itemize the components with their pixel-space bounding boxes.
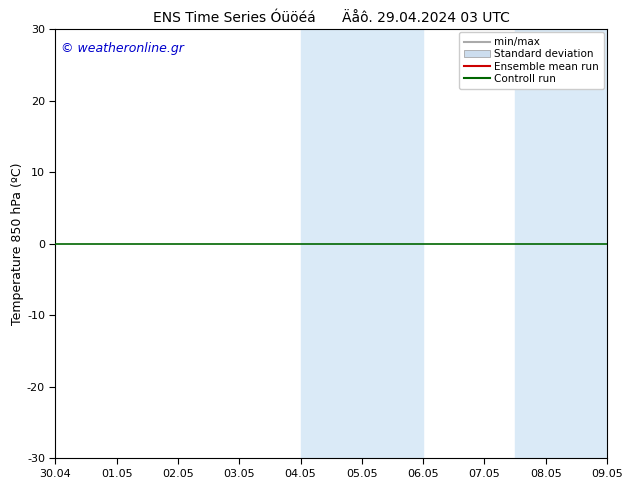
Text: © weatheronline.gr: © weatheronline.gr <box>61 42 184 55</box>
Bar <box>515 29 607 459</box>
Title: ENS Time Series Óüöéá      Äåô. 29.04.2024 03 UTC: ENS Time Series Óüöéá Äåô. 29.04.2024 03… <box>153 11 510 25</box>
Y-axis label: Temperature 850 hPa (ºC): Temperature 850 hPa (ºC) <box>11 163 24 325</box>
Bar <box>301 29 423 459</box>
Legend: min/max, Standard deviation, Ensemble mean run, Controll run: min/max, Standard deviation, Ensemble me… <box>458 32 604 89</box>
